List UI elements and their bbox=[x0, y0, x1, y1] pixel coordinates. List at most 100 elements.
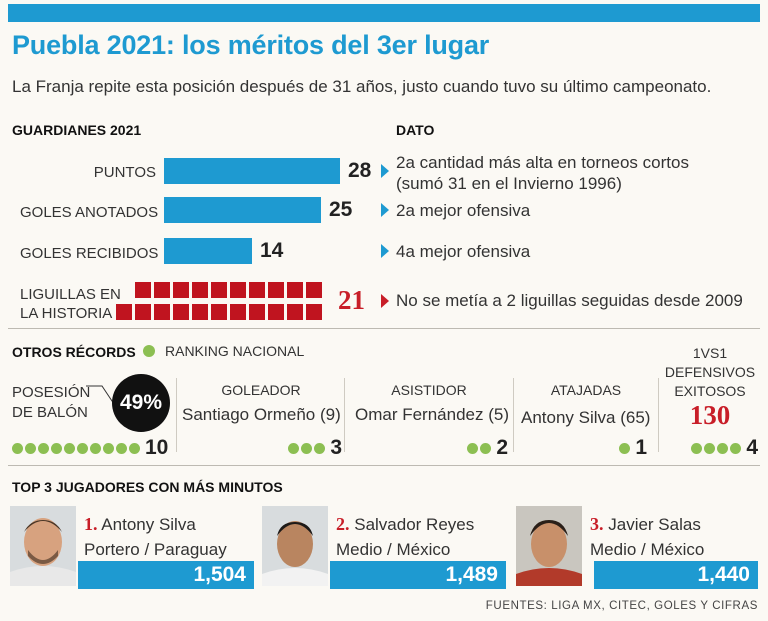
liguilla-block bbox=[154, 304, 170, 320]
ranking-dot bbox=[619, 442, 631, 454]
liguilla-block bbox=[211, 304, 227, 320]
divider bbox=[8, 465, 760, 466]
player-2-name-line: 2. Salvador Reyes bbox=[336, 512, 474, 537]
goleador-ranking: 3 bbox=[288, 436, 342, 460]
dato-heading: DATO bbox=[396, 122, 435, 138]
dato-puntos-line1: 2a cantidad más alta en torneos cortos bbox=[396, 153, 689, 172]
ranking-number: 4 bbox=[746, 436, 758, 459]
atajadas-ranking: 1 bbox=[619, 436, 647, 460]
stat-value-puntos: 28 bbox=[348, 159, 372, 182]
player-2-name: Salvador Reyes bbox=[354, 515, 475, 534]
atajadas-heading: ATAJADAS bbox=[550, 382, 622, 398]
page-title: Puebla 2021: los méritos del 3er lugar bbox=[12, 30, 490, 60]
ranking-dot bbox=[717, 442, 729, 454]
player-1-rank: 1. bbox=[84, 514, 98, 534]
guardianes-heading: GUARDIANES 2021 bbox=[12, 122, 142, 138]
player-3-role: Medio / México bbox=[590, 540, 705, 559]
ranking-dot bbox=[38, 442, 49, 454]
ranking-dot bbox=[90, 442, 101, 454]
liguilla-block bbox=[135, 282, 151, 298]
ranking-dot bbox=[704, 442, 716, 454]
ranking-dot bbox=[730, 442, 742, 454]
posesion-label-line2: DE BALÓN bbox=[12, 404, 88, 421]
liguilla-block bbox=[268, 304, 284, 320]
arrow-icon bbox=[381, 164, 389, 178]
player-1-name-line: 1. Antony Silva bbox=[84, 512, 196, 537]
atajadas-name: Antony Silva (65) bbox=[521, 408, 651, 427]
asistidor-ranking: 2 bbox=[467, 436, 508, 460]
footer-sources: FUENTES: LIGA MX, CITEC, GOLES Y CIFRAS bbox=[485, 600, 758, 612]
ranking-dot bbox=[51, 442, 62, 454]
defensivos-line2: DEFENSIVOS bbox=[664, 364, 756, 380]
player-photo bbox=[10, 506, 76, 586]
arrow-icon bbox=[381, 294, 389, 308]
ranking-dot bbox=[301, 442, 313, 454]
divider bbox=[344, 378, 345, 452]
liguillas-label: LIGUILLAS EN LA HISTORIA bbox=[20, 285, 121, 323]
ranking-dot bbox=[288, 442, 300, 454]
ranking-dot bbox=[129, 442, 140, 454]
dato-goles-anotados: 2a mejor ofensiva bbox=[396, 201, 531, 220]
player-2-rank: 2. bbox=[336, 514, 350, 534]
ranking-dot bbox=[314, 442, 326, 454]
liguilla-block bbox=[268, 282, 284, 298]
stat-bar-goles-recibidos bbox=[164, 238, 252, 264]
defensivos-heading: 1VS1 DEFENSIVOS EXITOSOS bbox=[660, 344, 760, 401]
liguilla-block bbox=[230, 304, 246, 320]
dato-puntos-line2: (sumó 31 en el Invierno 1996) bbox=[396, 174, 622, 193]
green-dot-icon bbox=[143, 345, 155, 357]
player-1-role: Portero / Paraguay bbox=[84, 540, 227, 559]
divider bbox=[658, 378, 659, 452]
player-photo bbox=[262, 506, 328, 586]
ranking-dot bbox=[77, 442, 88, 454]
player-3-name-line: 3. Javier Salas bbox=[590, 512, 701, 537]
stat-bar-puntos bbox=[164, 158, 340, 184]
ranking-dot bbox=[480, 442, 492, 454]
ranking-dot bbox=[467, 442, 479, 454]
liguilla-block bbox=[192, 282, 208, 298]
liguilla-block bbox=[287, 282, 303, 298]
divider bbox=[8, 328, 760, 329]
liguilla-block bbox=[154, 282, 170, 298]
arrow-icon bbox=[381, 203, 389, 217]
posesion-ranking: 10 bbox=[12, 436, 168, 460]
defensivos-line1: 1VS1 bbox=[692, 345, 728, 361]
ranking-dot bbox=[12, 442, 23, 454]
stat-bar-goles-anotados bbox=[164, 197, 321, 223]
page-subtitle: La Franja repite esta posición después d… bbox=[12, 77, 712, 96]
divider bbox=[513, 378, 514, 452]
stat-label-puntos: PUNTOS bbox=[93, 164, 156, 181]
goleador-name: Santiago Ormeño (9) bbox=[182, 405, 341, 424]
liguilla-block bbox=[173, 282, 189, 298]
liguilla-block bbox=[249, 304, 265, 320]
top-accent-bar bbox=[8, 4, 760, 22]
liguilla-block bbox=[230, 282, 246, 298]
divider bbox=[176, 378, 177, 452]
defensivos-ranking: 4 bbox=[691, 436, 758, 460]
ranking-number: 2 bbox=[496, 436, 508, 459]
stat-value-goles-anotados: 25 bbox=[329, 198, 353, 221]
liguilla-block bbox=[249, 282, 265, 298]
liguillas-label-line2: LA HISTORIA bbox=[20, 305, 113, 322]
liguillas-value: 21 bbox=[338, 285, 365, 315]
ranking-legend: RANKING NACIONAL bbox=[165, 343, 305, 359]
posesion-circle: 49% bbox=[112, 374, 170, 432]
liguilla-block bbox=[306, 304, 322, 320]
defensivos-line3: EXITOSOS bbox=[674, 383, 746, 399]
goleador-heading: GOLEADOR bbox=[221, 382, 301, 398]
ranking-dot bbox=[103, 442, 114, 454]
dato-liguillas: No se metía a 2 liguillas seguidas desde… bbox=[396, 291, 743, 310]
liguillas-label-line1: LIGUILLAS EN bbox=[20, 286, 121, 303]
arrow-icon bbox=[381, 244, 389, 258]
player-3-rank: 3. bbox=[590, 514, 604, 534]
asistidor-heading: ASISTIDOR bbox=[391, 382, 467, 398]
ranking-dot bbox=[116, 442, 127, 454]
ranking-dot bbox=[64, 442, 75, 454]
ranking-number: 3 bbox=[330, 436, 342, 459]
stat-value-goles-recibidos: 14 bbox=[260, 239, 284, 262]
posesion-label: POSESIÓN DE BALÓN bbox=[12, 383, 90, 423]
player-photo bbox=[516, 506, 582, 586]
stat-label-goles-recibidos: GOLES RECIBIDOS bbox=[20, 245, 159, 262]
posesion-label-line1: POSESIÓN bbox=[12, 384, 91, 401]
player-1-name: Antony Silva bbox=[101, 515, 196, 534]
